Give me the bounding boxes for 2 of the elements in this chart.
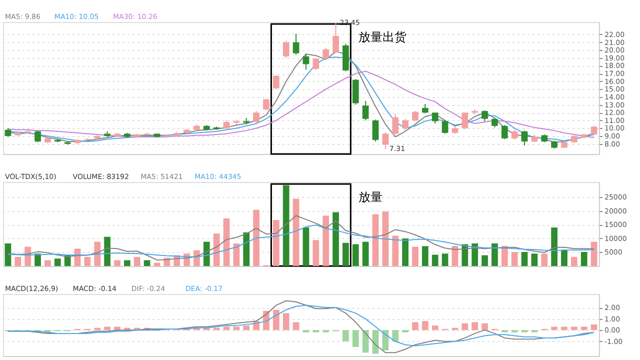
annotation: 放量出货 — [358, 30, 407, 44]
annotation: 放量 — [358, 190, 383, 204]
